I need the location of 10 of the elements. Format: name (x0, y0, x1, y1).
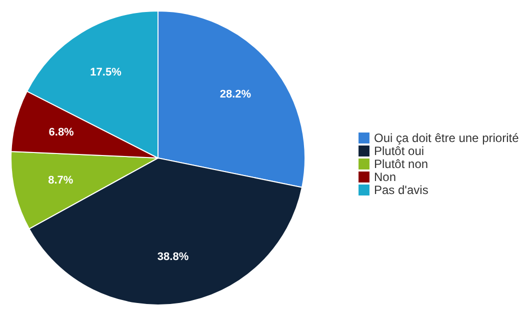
data-label: 6.8% (48, 126, 74, 139)
data-label: 38.8% (157, 250, 189, 263)
legend-label: Non (374, 170, 396, 184)
legend-label: Oui ça doit être une priorité (374, 131, 520, 145)
legend-label: Pas d'avis (374, 183, 428, 197)
data-label: 8.7% (48, 174, 74, 187)
legend-label: Plutôt non (374, 157, 428, 171)
data-label: 28.2% (220, 88, 252, 101)
data-label: 17.5% (90, 66, 122, 79)
legend-label: Plutôt oui (374, 144, 424, 158)
